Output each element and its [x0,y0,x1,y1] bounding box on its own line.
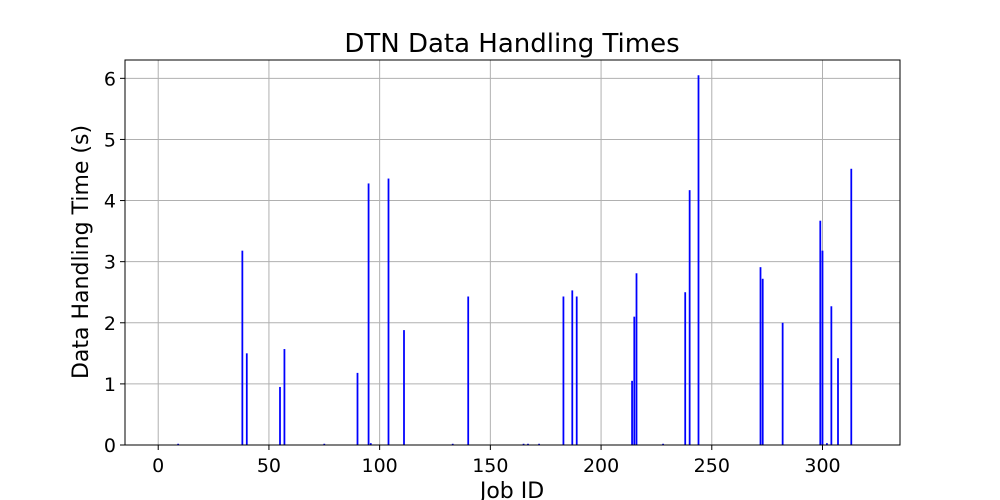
data-bar [563,297,565,446]
data-bar [822,251,824,445]
y-axis-label: Data Handling Time (s) [69,125,94,379]
y-tick-label: 2 [104,313,116,335]
x-tick-label: 100 [362,455,398,477]
data-bar [388,179,390,445]
chart-title: DTN Data Handling Times [344,29,679,59]
x-tick-label: 200 [583,455,619,477]
y-tick-label: 6 [104,68,116,90]
plot-frame [125,60,900,445]
data-bar [636,273,638,445]
data-bar [762,279,764,445]
data-bar [819,221,821,445]
data-bar [467,297,469,446]
data-bar [241,251,243,445]
data-bar [760,267,762,445]
x-axis-label: Job ID [478,479,544,500]
data-bar [246,353,248,445]
data-bar [684,292,686,445]
x-tick-label: 250 [694,455,730,477]
y-tick-label: 5 [104,129,116,151]
data-bar [357,373,359,445]
data-bar [571,290,573,445]
x-tick-label: 50 [257,455,281,477]
axis-ticks: 0 50 100 150 200 250 300 0 1 2 3 4 5 6 [104,68,841,477]
data-bar [830,306,832,445]
grid-lines [125,60,900,445]
y-tick-label: 1 [104,374,116,396]
y-tick-label: 4 [104,191,116,213]
data-bar [689,190,691,445]
data-bar [782,323,784,445]
bars [177,75,852,445]
y-tick-label: 3 [104,252,116,274]
data-bar [403,330,405,445]
data-bar [576,297,578,446]
data-bar [837,358,839,445]
data-bar [698,75,700,445]
data-bar [284,349,286,445]
data-bar [631,381,633,445]
data-bar [368,183,370,445]
x-tick-label: 0 [152,455,164,477]
data-bar [633,317,635,445]
y-tick-label: 0 [104,435,116,457]
x-tick-label: 150 [472,455,508,477]
data-bar [279,387,281,445]
data-bar [850,169,852,445]
x-tick-label: 300 [804,455,840,477]
